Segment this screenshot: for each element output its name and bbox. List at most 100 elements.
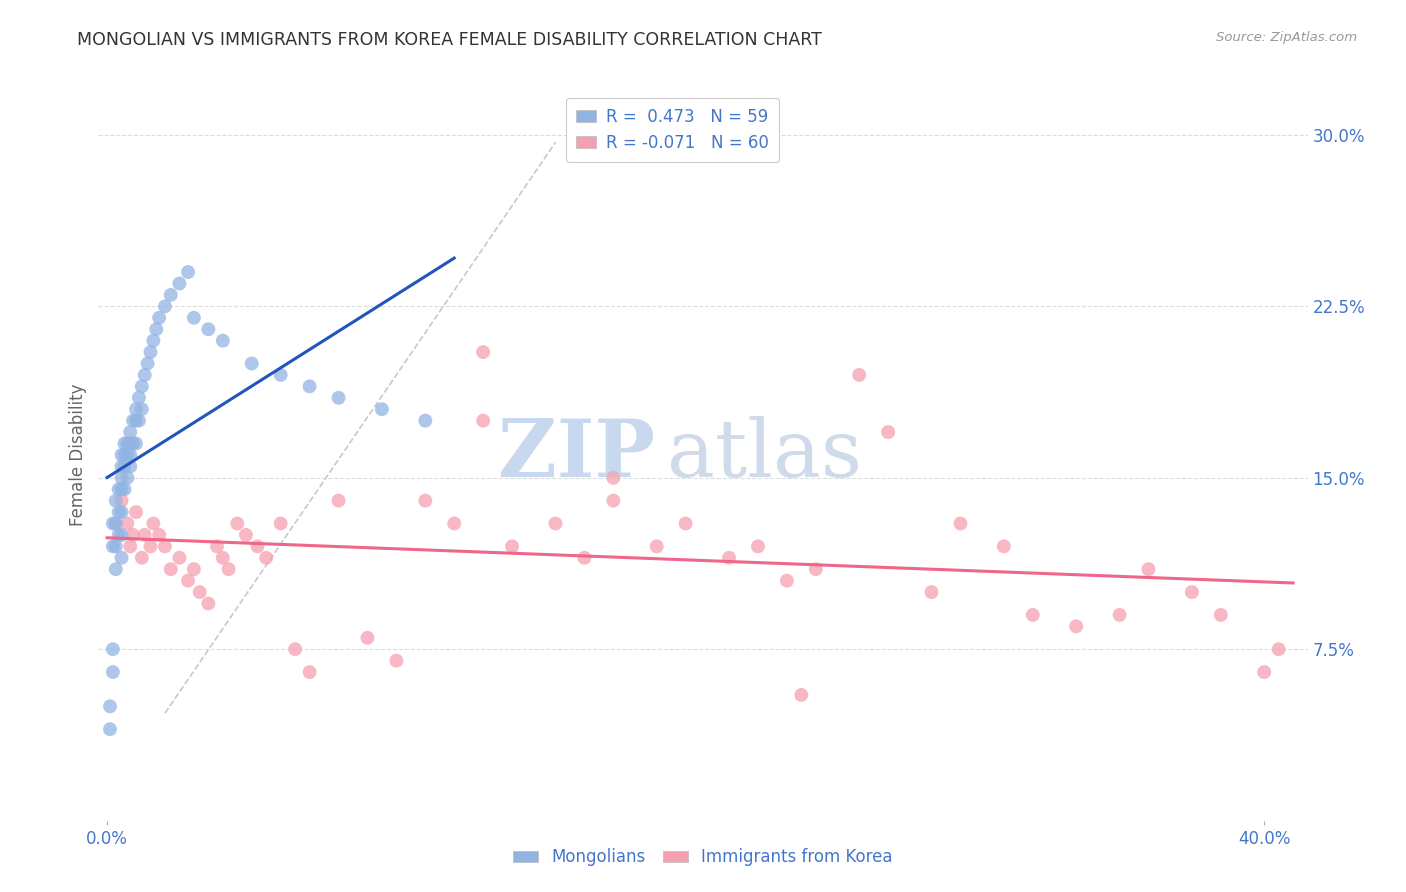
Point bbox=[413, 414, 436, 428]
Point bbox=[107, 505, 129, 519]
Point bbox=[328, 493, 350, 508]
Point bbox=[544, 516, 567, 531]
Point bbox=[114, 436, 136, 450]
Point bbox=[98, 699, 121, 714]
Point bbox=[136, 356, 159, 371]
Point bbox=[139, 539, 162, 553]
Point bbox=[776, 574, 799, 588]
Point bbox=[153, 299, 176, 313]
Point bbox=[125, 505, 148, 519]
Legend: Mongolians, Immigrants from Korea: Mongolians, Immigrants from Korea bbox=[506, 842, 900, 873]
Point bbox=[877, 425, 900, 439]
Point bbox=[120, 539, 142, 553]
Point bbox=[104, 539, 127, 553]
Point bbox=[148, 310, 170, 325]
Point bbox=[645, 539, 668, 553]
Point bbox=[117, 516, 139, 531]
Point bbox=[139, 345, 162, 359]
Point bbox=[240, 356, 263, 371]
Point bbox=[356, 631, 378, 645]
Point bbox=[675, 516, 697, 531]
Point bbox=[169, 550, 191, 565]
Point bbox=[169, 277, 191, 291]
Point bbox=[110, 550, 132, 565]
Point bbox=[131, 379, 153, 393]
Point bbox=[142, 516, 165, 531]
Point bbox=[183, 310, 205, 325]
Point bbox=[328, 391, 350, 405]
Point bbox=[574, 550, 596, 565]
Point bbox=[188, 585, 211, 599]
Point bbox=[472, 345, 495, 359]
Point bbox=[125, 402, 148, 417]
Point bbox=[134, 368, 156, 382]
Text: atlas: atlas bbox=[666, 416, 862, 494]
Point bbox=[218, 562, 240, 576]
Point bbox=[125, 414, 148, 428]
Point bbox=[117, 471, 139, 485]
Point bbox=[602, 471, 624, 485]
Point bbox=[235, 528, 257, 542]
Point bbox=[128, 414, 150, 428]
Point bbox=[197, 597, 219, 611]
Point bbox=[413, 493, 436, 508]
Point bbox=[790, 688, 813, 702]
Text: ZIP: ZIP bbox=[498, 416, 655, 494]
Point bbox=[131, 402, 153, 417]
Point bbox=[270, 368, 292, 382]
Point bbox=[159, 288, 181, 302]
Point bbox=[101, 539, 124, 553]
Point bbox=[110, 471, 132, 485]
Point bbox=[153, 539, 176, 553]
Point bbox=[131, 550, 153, 565]
Point bbox=[197, 322, 219, 336]
Point bbox=[443, 516, 465, 531]
Point bbox=[284, 642, 307, 657]
Point bbox=[246, 539, 269, 553]
Point bbox=[101, 516, 124, 531]
Point bbox=[848, 368, 870, 382]
Point bbox=[1022, 607, 1045, 622]
Point bbox=[98, 723, 121, 737]
Point bbox=[254, 550, 277, 565]
Point bbox=[110, 528, 132, 542]
Point bbox=[921, 585, 943, 599]
Point bbox=[159, 562, 181, 576]
Point bbox=[142, 334, 165, 348]
Point bbox=[125, 436, 148, 450]
Point bbox=[177, 574, 200, 588]
Point bbox=[117, 448, 139, 462]
Point bbox=[718, 550, 741, 565]
Point bbox=[134, 528, 156, 542]
Point bbox=[104, 493, 127, 508]
Point bbox=[114, 459, 136, 474]
Y-axis label: Female Disability: Female Disability bbox=[69, 384, 87, 526]
Point bbox=[110, 493, 132, 508]
Point bbox=[148, 528, 170, 542]
Point bbox=[101, 642, 124, 657]
Point bbox=[1181, 585, 1204, 599]
Point bbox=[371, 402, 394, 417]
Point bbox=[602, 493, 624, 508]
Point bbox=[104, 516, 127, 531]
Point bbox=[120, 448, 142, 462]
Point bbox=[114, 448, 136, 462]
Point bbox=[120, 425, 142, 439]
Point bbox=[205, 539, 228, 553]
Point bbox=[107, 528, 129, 542]
Point bbox=[120, 436, 142, 450]
Point bbox=[949, 516, 972, 531]
Point bbox=[993, 539, 1015, 553]
Point bbox=[270, 516, 292, 531]
Text: MONGOLIAN VS IMMIGRANTS FROM KOREA FEMALE DISABILITY CORRELATION CHART: MONGOLIAN VS IMMIGRANTS FROM KOREA FEMAL… bbox=[77, 31, 823, 49]
Point bbox=[122, 436, 145, 450]
Point bbox=[804, 562, 827, 576]
Point bbox=[145, 322, 167, 336]
Point bbox=[107, 482, 129, 496]
Point bbox=[501, 539, 523, 553]
Point bbox=[385, 654, 408, 668]
Point bbox=[211, 334, 233, 348]
Point bbox=[110, 482, 132, 496]
Point bbox=[1108, 607, 1130, 622]
Point bbox=[104, 516, 127, 531]
